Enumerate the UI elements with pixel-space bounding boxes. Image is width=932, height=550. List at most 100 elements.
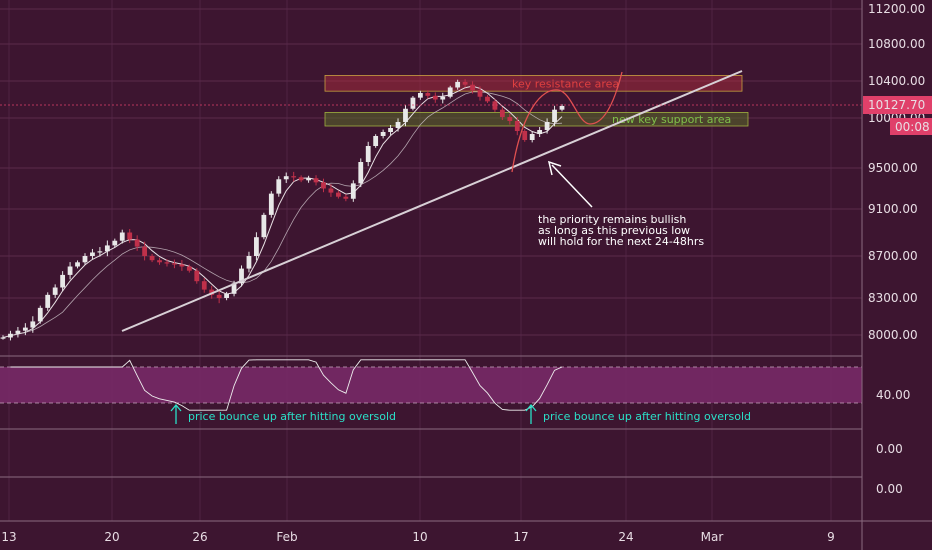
price-tick-label: 8700.00 — [868, 249, 918, 263]
resistance-zone[interactable]: key resistance area — [324, 75, 743, 92]
time-axis-labels[interactable]: 13 20 26 Feb 10 17 24 Mar 9 — [1, 530, 834, 544]
candle-body — [417, 93, 423, 98]
candle-body — [30, 321, 36, 328]
candle-body — [157, 260, 162, 263]
candle-body — [67, 266, 73, 275]
candle-body — [0, 337, 6, 339]
rsi-axis-label: 40.00 — [876, 388, 910, 402]
price-tick-label: 9100.00 — [868, 202, 918, 216]
price-tick-label: 8300.00 — [868, 291, 918, 305]
candle-body — [462, 81, 468, 85]
ascending-trendline[interactable] — [121, 70, 743, 332]
projection-path — [511, 71, 623, 173]
price-tick-label: 11200.00 — [868, 2, 925, 16]
candle-body — [22, 327, 28, 331]
resistance-zone-label: key resistance area — [512, 77, 619, 90]
candle-body — [164, 262, 170, 264]
candle-body — [298, 177, 304, 181]
candle-body — [45, 294, 51, 308]
rsi-band-fill — [0, 367, 862, 403]
candle-body — [313, 178, 319, 183]
candle-body — [134, 239, 140, 247]
candle-body — [365, 146, 371, 162]
candle-body — [537, 130, 543, 134]
candle-body — [254, 237, 259, 256]
candle-body — [343, 196, 349, 199]
candle-body — [388, 128, 393, 132]
candle-body — [186, 266, 192, 271]
candle-body — [209, 289, 215, 295]
candle-body — [485, 96, 490, 102]
price-tick-label: 8000.00 — [868, 328, 918, 342]
candle-body — [246, 256, 252, 269]
countdown-tag: 00:08 — [890, 118, 932, 135]
price-tick-label: 10800.00 — [868, 37, 925, 51]
last-price-value: 10127.70 — [868, 98, 925, 112]
candle-body — [492, 101, 498, 110]
candle-body — [216, 294, 222, 298]
candle-body — [395, 122, 401, 128]
candle-body — [283, 176, 289, 180]
candle-body — [172, 263, 177, 265]
candle-body — [321, 182, 326, 189]
candle-body — [291, 176, 297, 178]
candle-body — [201, 281, 207, 290]
candle-body — [224, 293, 229, 298]
candle-body — [440, 96, 446, 100]
pane3-axis-label: 0.00 — [876, 482, 903, 496]
candle-body — [328, 188, 334, 193]
candle-body — [112, 240, 118, 246]
annotation-line-2: as long as this previous low — [538, 224, 690, 237]
candle-body — [455, 81, 461, 88]
pane2-axis-label: 0.00 — [876, 442, 903, 456]
candle-body — [60, 274, 66, 288]
candle-body — [104, 245, 110, 252]
last-price-tag: 10127.70 — [863, 96, 932, 114]
candle-body — [15, 330, 21, 334]
annotation-arrow — [547, 160, 593, 208]
candle-body — [380, 132, 386, 136]
price-tick-label: 9500.00 — [868, 161, 918, 175]
rsi-annotation-right-text: price bounce up after hitting oversold — [543, 410, 751, 423]
candle-body — [149, 256, 155, 261]
candle-body — [261, 214, 267, 238]
candle-body — [239, 268, 244, 284]
countdown-value: 00:08 — [895, 120, 930, 134]
annotation-line-1: the priority remains bullish — [538, 213, 686, 226]
candle-body — [97, 251, 103, 253]
candle-body — [179, 264, 185, 267]
time-tick-label: 9 — [827, 530, 835, 544]
candle-body — [82, 256, 88, 263]
price-tick-label: 10400.00 — [868, 74, 925, 88]
candle-body — [425, 93, 431, 96]
candle-body — [358, 162, 364, 184]
time-tick-label: 24 — [618, 530, 633, 544]
candle-body — [522, 131, 528, 140]
candle-body — [142, 246, 148, 256]
candle-body — [432, 95, 438, 100]
time-tick-label: 10 — [412, 530, 427, 544]
rsi-line — [10, 359, 563, 411]
candle-body — [350, 183, 356, 199]
candle-body — [507, 117, 513, 121]
candle-body — [231, 283, 237, 294]
moving-average-fast-line — [2, 85, 563, 338]
support-zone[interactable]: new key support area — [324, 112, 749, 127]
candle-body — [559, 105, 565, 110]
vertical-gridlines — [8, 0, 832, 521]
candle-body — [552, 109, 557, 122]
rsi-annotation-left-text: price bounce up after hitting oversold — [188, 410, 396, 423]
candle-body — [90, 252, 95, 256]
rsi-annotation-left: price bounce up after hitting oversold — [170, 403, 396, 424]
candle-body — [499, 109, 505, 118]
rsi-annotation-right: price bounce up after hitting oversold — [525, 403, 751, 424]
candle-body — [8, 333, 13, 338]
time-tick-label: Feb — [276, 530, 297, 544]
candle-body — [194, 270, 200, 282]
candle-body — [529, 134, 535, 140]
candlestick-series — [0, 79, 565, 341]
candle-body — [447, 87, 453, 97]
time-tick-label: 17 — [513, 530, 528, 544]
